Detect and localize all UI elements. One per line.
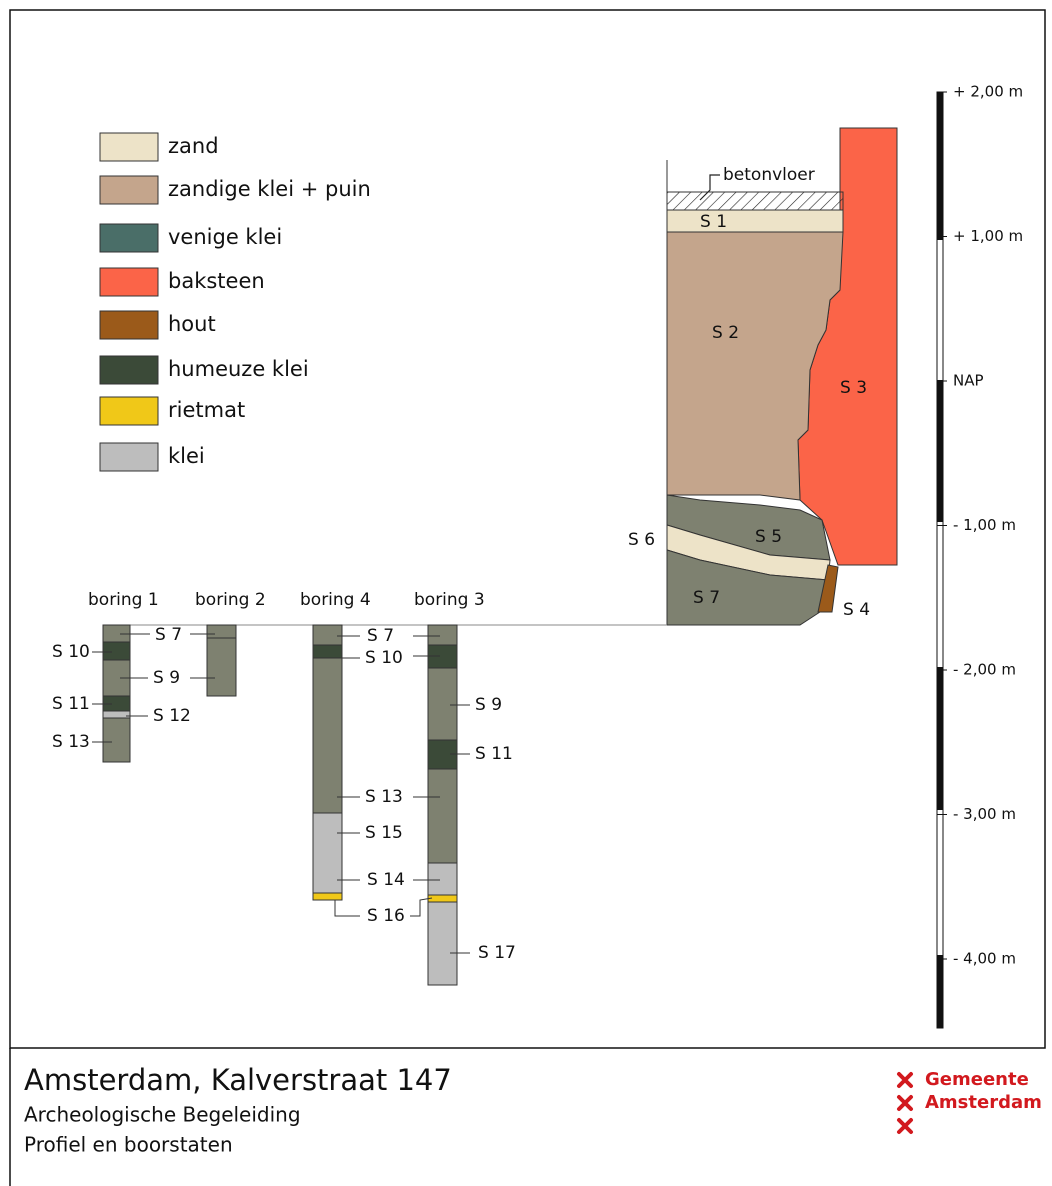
scale-label: - 3,00 m [953, 805, 1016, 823]
layer-label: S 7 [155, 625, 182, 645]
layer-label: S 4 [843, 600, 870, 620]
layer-label: S 11 [52, 694, 90, 714]
logo-text: Amsterdam [925, 1092, 1042, 1113]
footer-line: Archeologische Begeleiding [24, 1103, 301, 1127]
footer-line: Profiel en boorstaten [24, 1133, 233, 1157]
layer-label: S 14 [367, 870, 405, 890]
layer-label: S 13 [52, 732, 90, 752]
scale-label: + 2,00 m [953, 83, 1023, 101]
layer-label: S 17 [478, 943, 516, 963]
scale-label: NAP [953, 372, 984, 390]
layer-label: S 9 [475, 695, 502, 715]
layer-label: S 15 [365, 823, 403, 843]
scale-labels: + 2,00 m + 1,00 m NAP - 1,00 m - 2,00 m - 3,0… [937, 83, 1023, 968]
boring-name: boring 4 [300, 590, 371, 610]
layer-label: S 10 [365, 648, 403, 668]
boring-name: boring 2 [195, 590, 266, 610]
legend-swatch [99, 132, 159, 162]
legend-label: zand [168, 134, 219, 158]
legend-swatch [99, 310, 159, 340]
layer-label: S 5 [755, 527, 782, 547]
logo-crosses [897, 1072, 913, 1134]
legend-label: baksteen [168, 269, 265, 293]
legend-swatch [99, 355, 159, 385]
layer-label: S 13 [365, 787, 403, 807]
layer-label: S 3 [840, 378, 867, 398]
logo: Gemeente Amsterdam [897, 1069, 1042, 1134]
legend-label: rietmat [168, 398, 245, 422]
layer-label: S 12 [153, 706, 191, 726]
frame [9, 9, 1046, 1186]
leaders [92, 633, 470, 954]
floor-label: betonvloer [723, 165, 815, 185]
profile [666, 127, 898, 626]
layer-label: S 7 [367, 626, 394, 646]
legend: zand zandige klei + puin venige klei bakste… [99, 132, 371, 472]
legend-label: venige klei [168, 225, 282, 249]
boring-name: boring 1 [88, 590, 159, 610]
scale-label: + 1,00 m [953, 227, 1023, 245]
legend-swatch [99, 223, 159, 253]
scale-label: - 2,00 m [953, 661, 1016, 679]
footer-title: Amsterdam, Kalverstraat 147 [24, 1063, 452, 1097]
layer-label: S 16 [367, 906, 405, 926]
boring-name: boring 3 [414, 590, 485, 610]
legend-label: humeuze klei [168, 357, 309, 381]
layer-label: S 2 [712, 323, 739, 343]
legend-swatch [99, 442, 159, 472]
layer-label: S 10 [52, 642, 90, 662]
legend-label: klei [168, 444, 205, 468]
layer-label: S 7 [693, 588, 720, 608]
legend-swatch [99, 267, 159, 297]
layer-label: S 6 [628, 530, 655, 550]
layer-label: S 9 [153, 668, 180, 688]
logo-text: Gemeente [925, 1069, 1029, 1090]
layer-label: S 11 [475, 744, 513, 764]
legend-swatch [99, 175, 159, 205]
labels: betonvloer S 1 S 2 S 3 S 5 S 6 S 7 S 4 b… [52, 165, 870, 963]
scale-label: - 1,00 m [953, 516, 1016, 534]
legend-label: hout [168, 312, 216, 336]
footer: Amsterdam, Kalverstraat 147 Archeologisc… [24, 1063, 452, 1157]
layer-label: S 1 [700, 212, 727, 232]
scale-label: - 4,00 m [953, 950, 1016, 968]
borings [102, 624, 458, 986]
scale-bar [936, 91, 944, 1029]
legend-label: zandige klei + puin [168, 177, 371, 201]
legend-swatch [99, 396, 159, 426]
